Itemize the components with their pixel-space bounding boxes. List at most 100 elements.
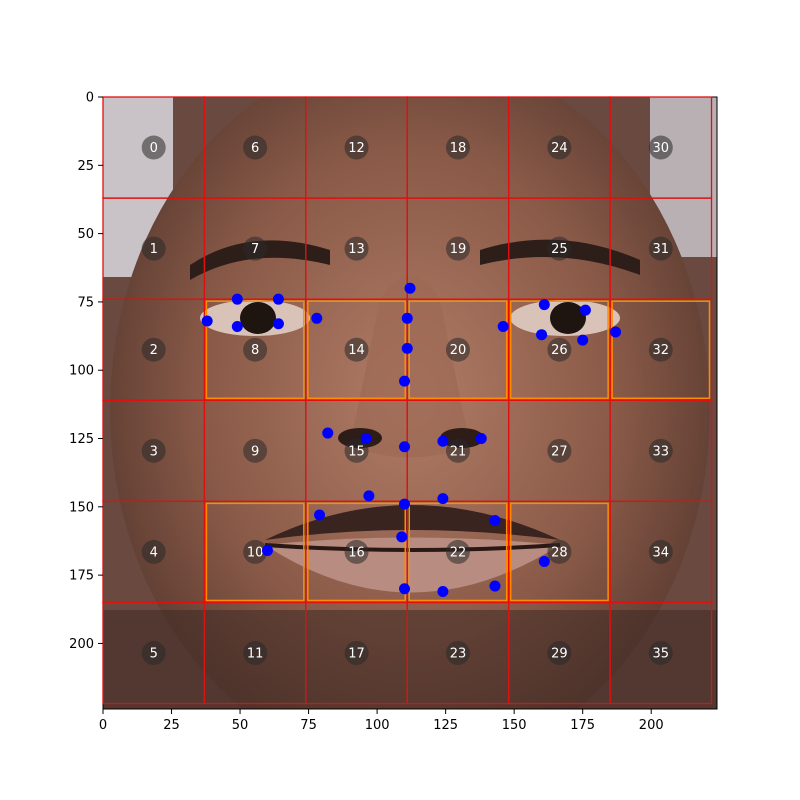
cell-label-badge — [648, 438, 673, 463]
highlight-cell-32 — [611, 300, 711, 400]
cell-label-badge — [243, 640, 268, 665]
cell-label-badge — [141, 236, 166, 261]
cell-label-badge — [445, 135, 470, 160]
cell-label-badge — [344, 640, 369, 665]
cell-label-badge — [141, 337, 166, 362]
highlight-cell-10 — [205, 502, 305, 602]
landmark-point — [437, 586, 449, 598]
y-tick-label: 100 — [69, 364, 94, 379]
cell-label-badge — [445, 337, 470, 362]
cell-label: 25 — [551, 242, 568, 257]
cell-label-badge — [344, 236, 369, 261]
landmark-point — [360, 433, 372, 445]
y-tick-label: 25 — [77, 159, 94, 174]
cell-label-badge — [547, 539, 572, 564]
cell-label: 20 — [450, 343, 467, 358]
cell-label: 3 — [150, 444, 158, 459]
cell-label: 11 — [247, 646, 264, 661]
y-tick-label: 125 — [69, 432, 94, 447]
x-tick-label: 200 — [639, 718, 664, 733]
cell-label-badge — [344, 135, 369, 160]
landmark-point — [610, 326, 622, 338]
landmark-point — [489, 580, 501, 592]
cell-label-badge — [547, 236, 572, 261]
cell-label-badge — [648, 640, 673, 665]
cell-label: 15 — [348, 444, 365, 459]
cell-label-badge — [243, 135, 268, 160]
cell-label-badge — [243, 236, 268, 261]
y-tick-label: 75 — [77, 295, 94, 310]
cell-label-badge — [344, 337, 369, 362]
cell-label-badge — [344, 438, 369, 463]
cell-label: 18 — [450, 141, 467, 156]
highlight-cell-16 — [307, 502, 407, 602]
cell-label: 10 — [247, 545, 264, 560]
cell-label-badge — [141, 539, 166, 564]
cell-label-badge — [243, 539, 268, 564]
landmark-point — [201, 315, 213, 327]
landmark-point — [322, 427, 334, 439]
cell-label-badge — [648, 539, 673, 564]
cell-label: 31 — [653, 242, 670, 257]
cell-label: 24 — [551, 141, 568, 156]
x-tick-label: 25 — [163, 718, 180, 733]
landmark-points — [201, 282, 622, 598]
cell-label: 27 — [551, 444, 568, 459]
landmark-point — [404, 282, 416, 294]
landmark-point — [261, 545, 273, 557]
y-tick-label: 50 — [77, 227, 94, 242]
cell-label-badge — [445, 539, 470, 564]
cell-label-badge — [243, 438, 268, 463]
x-tick-label: 125 — [433, 718, 458, 733]
cell-label: 4 — [150, 545, 158, 560]
cell-label-badge — [547, 640, 572, 665]
cell-label: 0 — [150, 141, 158, 156]
landmark-point — [399, 441, 411, 453]
landmark-point — [231, 321, 243, 332]
y-tick-label: 0 — [86, 91, 94, 106]
landmark-point — [401, 342, 413, 354]
cell-label: 32 — [653, 343, 670, 358]
cell-label: 2 — [150, 343, 158, 358]
cell-number-labels: 0123456789101112131415161718192021222324… — [141, 135, 673, 665]
landmark-point — [536, 329, 548, 341]
cell-label-badge — [648, 135, 673, 160]
y-tick-label: 200 — [69, 637, 94, 652]
landmark-point — [314, 509, 326, 521]
cell-label-badge — [445, 438, 470, 463]
cell-label: 23 — [450, 646, 467, 661]
x-axis-ticks: 0 25 50 75 100 125 150 175 200 — [99, 709, 664, 733]
x-tick-label: 150 — [502, 718, 527, 733]
landmark-point — [489, 514, 501, 526]
cell-label-badge — [445, 640, 470, 665]
landmark-point — [538, 299, 550, 311]
landmark-point — [363, 490, 375, 502]
x-tick-label: 100 — [365, 718, 390, 733]
cell-label: 9 — [251, 444, 259, 459]
cell-label: 6 — [251, 141, 259, 156]
landmark-point — [401, 312, 413, 324]
highlight-cell-26 — [509, 300, 609, 400]
landmark-point — [272, 318, 284, 330]
cell-label: 21 — [450, 444, 467, 459]
cell-label: 28 — [551, 545, 568, 560]
landmark-point — [538, 555, 550, 567]
cell-label: 13 — [348, 242, 365, 257]
highlight-cell-8 — [205, 300, 305, 400]
cell-label-badge — [648, 236, 673, 261]
landmark-point — [475, 433, 487, 445]
landmark-point — [437, 435, 449, 447]
x-tick-label: 50 — [232, 718, 249, 733]
highlighted-cells — [205, 300, 711, 602]
grid-cell-35 — [609, 601, 713, 705]
landmark-point — [272, 293, 284, 305]
cell-label-badge — [141, 135, 166, 160]
face-photo — [103, 97, 717, 709]
landmark-point — [437, 493, 449, 505]
cell-label: 33 — [653, 444, 670, 459]
landmark-point — [396, 531, 408, 543]
cell-label: 16 — [348, 545, 365, 560]
cell-label-badge — [141, 640, 166, 665]
cell-label: 5 — [150, 646, 158, 661]
